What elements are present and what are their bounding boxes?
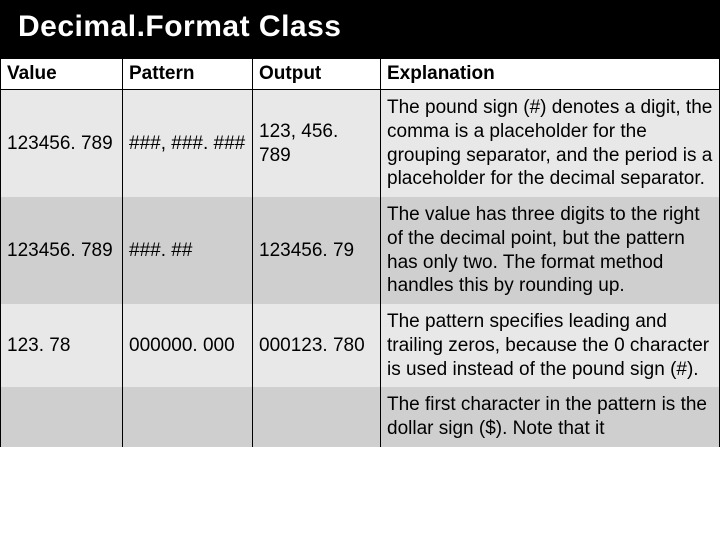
col-header-value: Value [1, 59, 123, 90]
slide-title: Decimal.Format Class [18, 10, 702, 44]
cell-explanation: The pound sign (#) denotes a digit, the … [381, 90, 720, 198]
cell-explanation: The first character in the pattern is th… [381, 387, 720, 447]
cell-value [1, 387, 123, 447]
cell-value: 123456. 789 [1, 197, 123, 304]
cell-explanation: The pattern specifies leading and traili… [381, 304, 720, 387]
title-bar: Decimal.Format Class [0, 0, 720, 58]
col-header-output: Output [253, 59, 381, 90]
cell-pattern: 000000. 000 [123, 304, 253, 387]
table-row: 123. 78 000000. 000 000123. 780 The patt… [1, 304, 720, 387]
table-header-row: Value Pattern Output Explanation [1, 59, 720, 90]
cell-explanation: The value has three digits to the right … [381, 197, 720, 304]
cell-pattern: ###, ###. ### [123, 90, 253, 198]
cell-value: 123456. 789 [1, 90, 123, 198]
table-row: The first character in the pattern is th… [1, 387, 720, 447]
cell-output: 000123. 780 [253, 304, 381, 387]
cell-output [253, 387, 381, 447]
cell-output: 123456. 79 [253, 197, 381, 304]
table-row: 123456. 789 ###, ###. ### 123, 456. 789 … [1, 90, 720, 198]
col-header-explanation: Explanation [381, 59, 720, 90]
cell-value: 123. 78 [1, 304, 123, 387]
cell-output: 123, 456. 789 [253, 90, 381, 198]
table-row: 123456. 789 ###. ## 123456. 79 The value… [1, 197, 720, 304]
format-table: Value Pattern Output Explanation 123456.… [0, 58, 720, 447]
col-header-pattern: Pattern [123, 59, 253, 90]
cell-pattern: ###. ## [123, 197, 253, 304]
cell-pattern [123, 387, 253, 447]
